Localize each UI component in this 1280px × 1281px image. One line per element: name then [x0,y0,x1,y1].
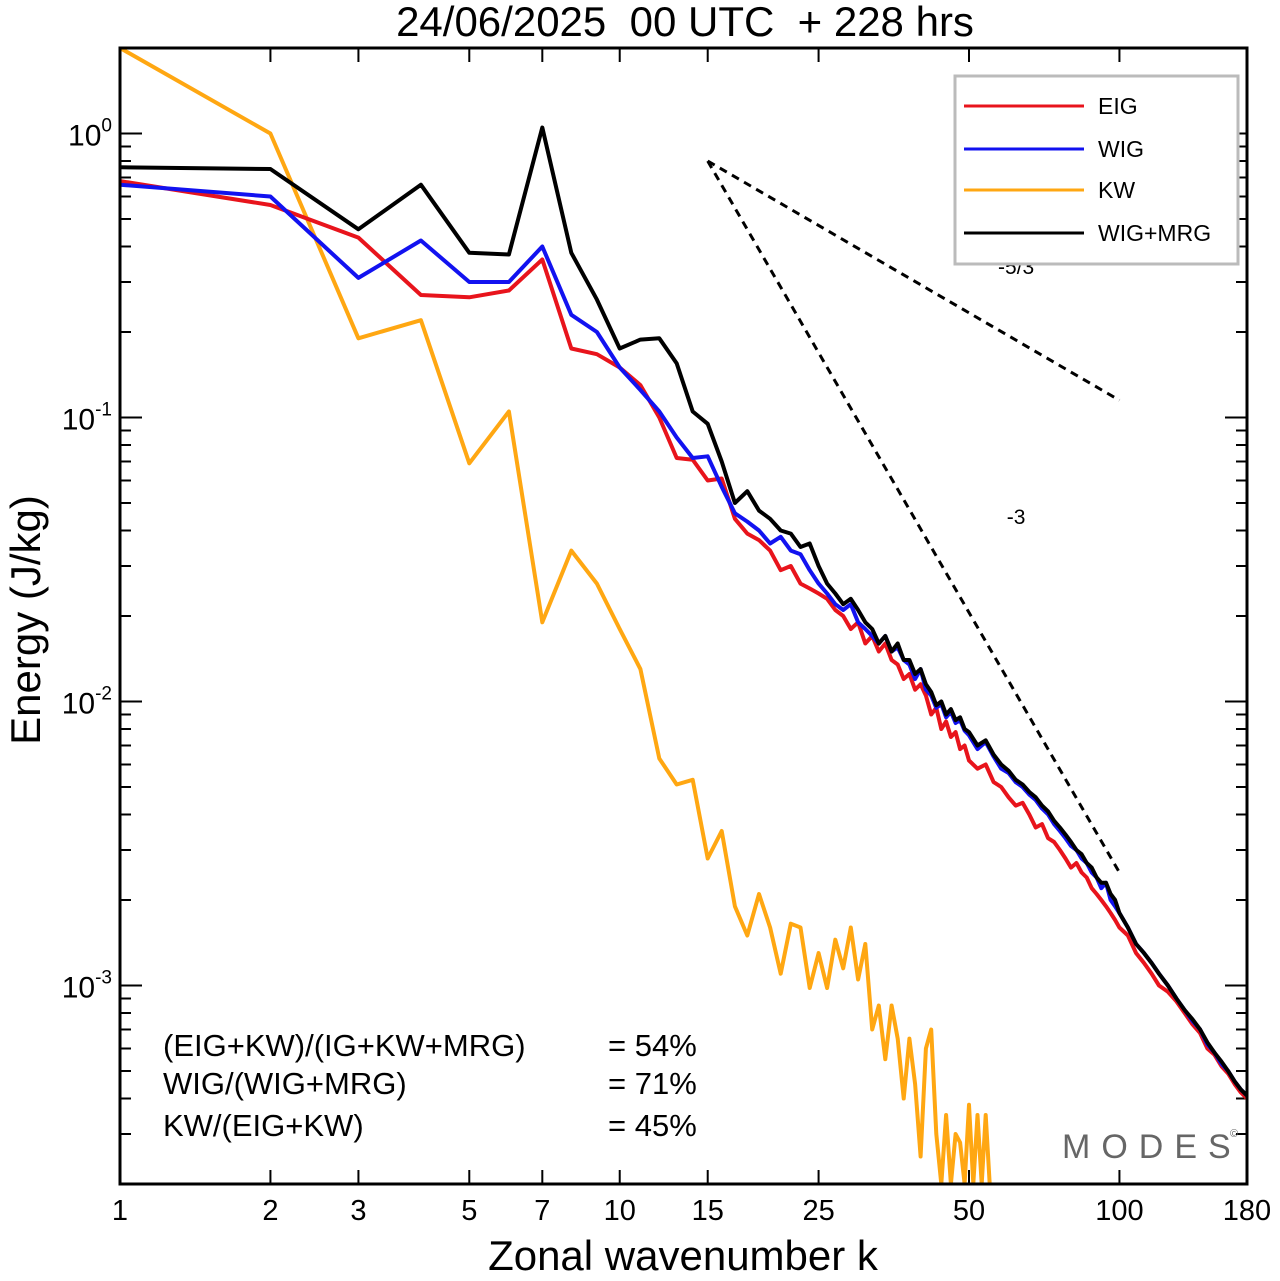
reference-line-label: -3 [1007,506,1026,529]
reference-line [706,159,1121,402]
x-tick-label: 50 [953,1195,985,1227]
legend-label-eig: EIG [1098,93,1138,119]
copyright-mark: © [1230,1128,1238,1140]
x-tick-label: 5 [461,1195,477,1227]
x-tick-label: 15 [692,1195,724,1227]
x-axis-label: Zonal wavenumber k [488,1232,879,1279]
y-axis-label: Energy (J/kg) [2,495,49,745]
series-line-eig [120,179,1247,1101]
ratio-value-wig-mrg: = 71% [608,1066,697,1101]
series-lines [120,48,1247,1184]
ratio-annotations: (EIG+KW)/(IG+KW+MRG) = 54% WIG/(WIG+MRG)… [163,1028,697,1143]
chart-title: 24/06/2025 00 UTC + 228 hrs [396,0,974,45]
legend: EIG WIG KW WIG+MRG [953,74,1240,266]
series-line-wig-mrg [120,125,1247,1098]
ratio-label-wig-mrg: WIG/(WIG+MRG) [163,1066,407,1101]
y-tick-label: 10-3 [62,967,112,1004]
x-tick-label: 1 [112,1195,128,1227]
y-tick-label: 100 [68,115,112,152]
ratio-label-eig-kw: (EIG+KW)/(IG+KW+MRG) [163,1028,526,1063]
reference-line [706,160,1121,874]
x-tick-label: 25 [802,1195,834,1227]
legend-label-wig-mrg: WIG+MRG [1098,220,1211,246]
x-tick-label: 10 [604,1195,636,1227]
x-tick-label: 2 [262,1195,278,1227]
y-tick-label: 10-2 [62,683,112,720]
x-tick-label: 180 [1223,1195,1271,1227]
series-line-kw [120,48,992,1184]
x-tick-label: 3 [350,1195,366,1227]
x-tick-label: 100 [1095,1195,1143,1227]
legend-label-wig: WIG [1098,136,1144,162]
ratio-value-eig-kw: = 54% [608,1028,697,1063]
plot-frame [118,46,1249,1186]
ratio-label-kw-eig: KW/(EIG+KW) [163,1108,364,1143]
y-tick-label: 10-1 [62,399,112,436]
x-tick-label: 7 [534,1195,550,1227]
modes-watermark: MODES [1062,1128,1242,1166]
ratio-value-kw-eig: = 45% [608,1108,697,1143]
legend-label-kw: KW [1098,177,1135,203]
series-line-wig [120,182,1247,1098]
